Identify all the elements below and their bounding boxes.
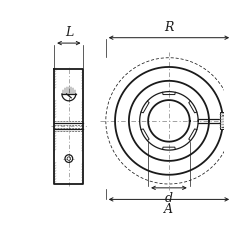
- Text: R: R: [164, 21, 173, 34]
- Text: L: L: [65, 26, 73, 39]
- Text: A: A: [164, 203, 173, 216]
- FancyBboxPatch shape: [220, 112, 232, 129]
- Text: d: d: [165, 192, 173, 205]
